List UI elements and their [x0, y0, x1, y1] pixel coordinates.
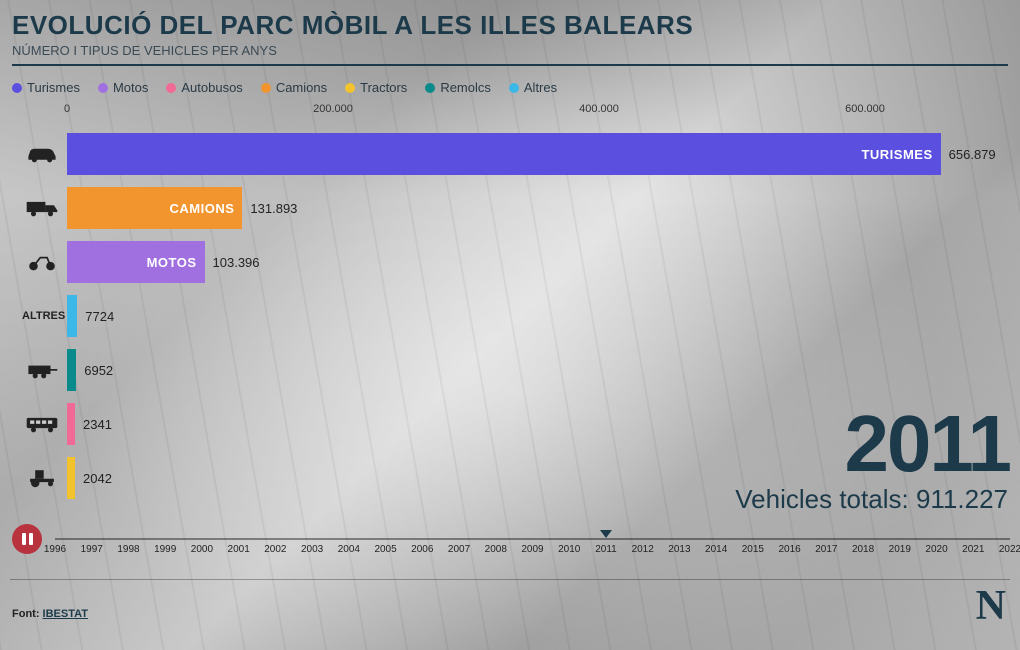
x-axis: 0 200.000 400.000 600.000 [67, 103, 998, 123]
legend-item[interactable]: Tractors [345, 80, 407, 95]
bar[interactable]: MOTOS [67, 241, 205, 283]
bar-row: 6952 [67, 349, 998, 391]
legend-item[interactable]: Altres [509, 80, 557, 95]
bar-row: CAMIONS 131.893 [67, 187, 998, 229]
legend-label: Altres [524, 80, 557, 95]
bar-row: 2341 [67, 403, 998, 445]
timeline-year[interactable]: 1996 [44, 544, 66, 555]
bar-value: 7724 [85, 309, 114, 324]
top-divider [12, 64, 1008, 66]
bar[interactable] [67, 403, 75, 445]
legend-item[interactable]: Autobusos [166, 80, 242, 95]
timeline-year[interactable]: 2007 [448, 544, 470, 555]
timeline-year[interactable]: 2011 [595, 544, 617, 555]
bar-value: 2042 [83, 471, 112, 486]
timeline-year[interactable]: 2002 [264, 544, 286, 555]
bar-value: 656.879 [949, 147, 996, 162]
bar[interactable] [67, 295, 77, 337]
legend-dot [345, 83, 355, 93]
timeline-year[interactable]: 2016 [778, 544, 800, 555]
bus-icon [22, 412, 62, 437]
tractor-icon [22, 466, 62, 491]
timeline-year[interactable]: 2021 [962, 544, 984, 555]
bar-row: TURISMES 656.879 [67, 133, 998, 175]
timeline-year[interactable]: 2003 [301, 544, 323, 555]
legend-item[interactable]: Turismes [12, 80, 80, 95]
timeline-year[interactable]: 2018 [852, 544, 874, 555]
car-icon [22, 142, 62, 167]
moto-icon [22, 250, 62, 275]
bar[interactable] [67, 457, 75, 499]
legend-label: Turismes [27, 80, 80, 95]
legend: Turismes Motos Autobusos Camions Tractors Rem… [12, 80, 1008, 95]
timeline-year[interactable]: 2013 [668, 544, 690, 555]
text_altres-icon: ALTRES [22, 310, 62, 322]
x-axis-tick: 600.000 [845, 103, 885, 115]
x-axis-tick: 400.000 [579, 103, 619, 115]
x-axis-tick: 200.000 [313, 103, 353, 115]
timeline-year[interactable]: 2014 [705, 544, 727, 555]
legend-item[interactable]: Camions [261, 80, 327, 95]
legend-label: Motos [113, 80, 148, 95]
bar[interactable] [67, 349, 76, 391]
bar-row: ALTRES7724 [67, 295, 998, 337]
timeline-year[interactable]: 2015 [742, 544, 764, 555]
timeline-year[interactable]: 2017 [815, 544, 837, 555]
x-axis-tick: 0 [64, 103, 70, 115]
legend-dot [509, 83, 519, 93]
legend-dot [425, 83, 435, 93]
bar-value: 103.396 [213, 255, 260, 270]
bar-chart: 0 200.000 400.000 600.000 TURISMES 656.879 CA… [12, 103, 1008, 533]
bars-area: TURISMES 656.879 CAMIONS 131.893 MOTOS 103.39… [67, 133, 998, 521]
bar-label: TURISMES [861, 147, 932, 162]
legend-label: Autobusos [181, 80, 242, 95]
bar-label: CAMIONS [170, 201, 235, 216]
footer-divider [10, 579, 1010, 580]
legend-label: Tractors [360, 80, 407, 95]
bar-value: 6952 [84, 363, 113, 378]
timeline-year[interactable]: 2009 [521, 544, 543, 555]
legend-label: Camions [276, 80, 327, 95]
bar-label: MOTOS [147, 255, 197, 270]
source-link[interactable]: IBESTAT [43, 608, 88, 620]
timeline-year[interactable]: 2001 [228, 544, 250, 555]
pause-icon [22, 533, 33, 545]
timeline-year[interactable]: 1997 [81, 544, 103, 555]
timeline-year[interactable]: 1999 [154, 544, 176, 555]
timeline-year[interactable]: 2010 [558, 544, 580, 555]
timeline-year[interactable]: 2020 [925, 544, 947, 555]
bar-row: MOTOS 103.396 [67, 241, 998, 283]
source-prefix: Font: [12, 608, 39, 620]
timeline-year[interactable]: 2005 [374, 544, 396, 555]
timeline-year[interactable]: 2006 [411, 544, 433, 555]
legend-item[interactable]: Motos [98, 80, 148, 95]
legend-dot [12, 83, 22, 93]
timeline-track[interactable] [55, 538, 1010, 540]
bar-value: 2341 [83, 417, 112, 432]
timeline-year[interactable]: 2012 [632, 544, 654, 555]
timeline-year[interactable]: 2004 [338, 544, 360, 555]
legend-label: Remolcs [440, 80, 491, 95]
source-citation: Font: IBESTAT [12, 608, 88, 620]
timeline-year[interactable]: 2019 [889, 544, 911, 555]
bar-value: 131.893 [250, 201, 297, 216]
truck-icon [22, 196, 62, 221]
timeline-year[interactable]: 2022 [999, 544, 1020, 555]
timeline-year[interactable]: 1998 [117, 544, 139, 555]
legend-dot [166, 83, 176, 93]
bar[interactable]: TURISMES [67, 133, 941, 175]
legend-dot [261, 83, 271, 93]
publisher-logo: N [976, 582, 1006, 630]
timeline-year[interactable]: 2000 [191, 544, 213, 555]
bar-row: 2042 [67, 457, 998, 499]
bar[interactable]: CAMIONS [67, 187, 242, 229]
legend-dot [98, 83, 108, 93]
trailer-icon [22, 358, 62, 383]
legend-item[interactable]: Remolcs [425, 80, 491, 95]
page-title: EVOLUCIÓ DEL PARC MÒBIL A LES ILLES BALE… [12, 10, 1008, 41]
timeline-year[interactable]: 2008 [485, 544, 507, 555]
page-subtitle: NÚMERO I TIPUS DE VEHICLES PER ANYS [12, 43, 1008, 58]
